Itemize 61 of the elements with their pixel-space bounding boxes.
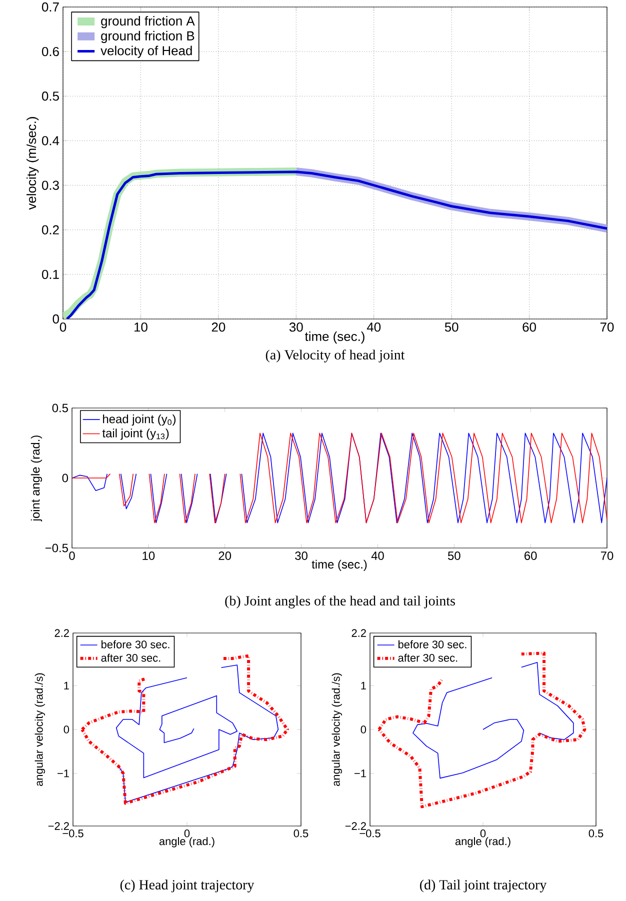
- x-tick-label: 50: [448, 552, 460, 560]
- x-tick-label: 0: [69, 552, 75, 560]
- y-tick-label: 2.2: [352, 629, 366, 637]
- legend-label: before 30 sec.: [102, 640, 170, 648]
- y-tick-label: 0.5: [52, 404, 68, 412]
- x-tick-label: 0: [184, 830, 190, 838]
- y-tick-label: 0.5: [42, 92, 59, 101]
- y-tick-label: 1: [64, 682, 69, 690]
- text: (d) Tail joint trajectory: [420, 880, 547, 892]
- legend-label: ground friction B: [101, 30, 194, 44]
- y-axis-title: joint angle (rad.): [30, 436, 42, 522]
- legend-label: velocity of Head: [100, 46, 192, 58]
- x-axis-title: angle (rad.): [455, 837, 510, 848]
- x-tick-label: 0.5: [588, 830, 604, 838]
- y-tick-label: 0: [360, 726, 366, 734]
- y-tick-label: 0.7: [42, 2, 59, 12]
- y-axis-title: angular velocity (rad./s): [332, 673, 342, 786]
- x-tick-label: 20: [212, 322, 226, 332]
- legend-label: tail joint (y$_{13}$): [102, 428, 169, 440]
- x-tick-label: 40: [366, 322, 381, 332]
- legend-label: after 30 sec.: [398, 654, 458, 662]
- text: (b) Joint angles of the head and tail joints: [225, 596, 455, 608]
- x-tick-label: 30: [295, 552, 308, 560]
- y-tick-label: −2.2: [48, 822, 69, 830]
- y-tick-label: −2.2: [345, 822, 366, 830]
- y-axis-title: angular velocity (rad./s): [34, 673, 45, 786]
- x-tick-label: 60: [522, 322, 536, 332]
- x-tick-label: 20: [218, 552, 232, 560]
- y-tick-label: 2.2: [54, 629, 69, 637]
- x-tick-label: 0.5: [294, 830, 308, 838]
- x-tick-label: 10: [142, 552, 155, 560]
- y-tick-label: −1: [58, 770, 69, 778]
- y-tick-label: 0.1: [42, 270, 59, 280]
- y-tick-label: 0.2: [42, 225, 59, 234]
- y-tick-label: −0.5: [45, 544, 68, 552]
- y-tick-label: 0: [52, 314, 59, 324]
- y-tick-label: 0: [62, 474, 68, 482]
- x-tick-label: 0: [480, 830, 486, 838]
- x-tick-label: 40: [371, 552, 384, 560]
- x-tick-label: 70: [600, 552, 614, 560]
- y-tick-label: 1: [361, 682, 366, 690]
- x-tick-label: 70: [600, 322, 614, 332]
- y-axis-title: velocity (m/sec.): [26, 117, 39, 210]
- x-axis-title: time (sec.): [304, 332, 364, 344]
- y-tick-label: 0.4: [42, 136, 60, 146]
- legend-label: before 30 sec.: [398, 640, 466, 648]
- x-axis-title: time (sec.): [312, 560, 367, 571]
- y-tick-label: −1: [354, 770, 366, 778]
- x-tick-label: 30: [289, 322, 303, 332]
- x-axis-title: angle (rad.): [159, 837, 214, 848]
- text: (c) Head joint trajectory: [120, 880, 254, 892]
- x-tick-label: 50: [444, 322, 458, 332]
- legend-label: head joint (y$_{0}$): [103, 414, 176, 426]
- y-tick-label: 0.6: [42, 46, 59, 56]
- y-tick-label: 0.3: [42, 180, 59, 190]
- legend-label: after 30 sec.: [101, 654, 160, 662]
- legend-label: ground friction A: [101, 16, 195, 28]
- x-tick-label: 60: [524, 552, 537, 560]
- x-tick-label: 10: [134, 322, 148, 332]
- text: (a) Velocity of head joint: [266, 350, 405, 362]
- y-tick-label: 0: [64, 726, 70, 734]
